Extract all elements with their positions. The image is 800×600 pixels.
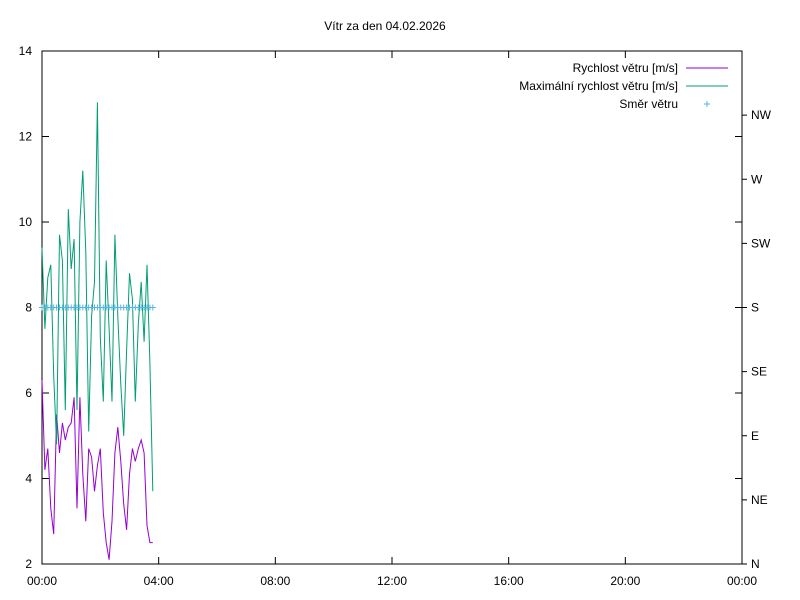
y-tick-label: 14	[19, 44, 33, 58]
series-line	[41, 102, 154, 492]
tick-labels: 2 4 6 8 10 12 14 N NE E SE S SW W NW 00:00 04:00 08:00 12:…	[19, 44, 772, 588]
x-tick-label: 00:00	[27, 574, 57, 588]
x-tick-label: 08:00	[260, 574, 290, 588]
legend-label: Maximální rychlost větru [m/s]	[519, 79, 678, 93]
y-tick-label: 2	[25, 557, 32, 571]
series-0	[41, 380, 153, 560]
y-tick-label: 8	[25, 301, 32, 315]
legend-label: Směr větru	[619, 97, 678, 111]
x-tick-label: 12:00	[377, 574, 407, 588]
chart-title: Vítr za den 04.02.2026	[324, 19, 446, 33]
series-layer	[39, 102, 156, 560]
y2-tick-label: NE	[751, 493, 768, 507]
legend: Rychlost větru [m/s] Maximální rychlost v…	[519, 61, 728, 111]
y-tick-label: 12	[19, 130, 33, 144]
y-tick-label: 10	[19, 215, 33, 229]
y2-tick-label: S	[751, 301, 759, 315]
y2-tick-label: NW	[751, 108, 772, 122]
y2-tick-label: N	[751, 557, 760, 571]
y2-tick-label: E	[751, 429, 759, 443]
x-tick-label: 16:00	[494, 574, 524, 588]
series-line	[41, 380, 153, 560]
direction-point	[149, 304, 156, 311]
series-2	[39, 304, 156, 311]
y2-tick-label: SE	[751, 365, 767, 379]
series-1	[41, 102, 154, 492]
y2-tick-label: SW	[751, 236, 771, 250]
legend-label: Rychlost větru [m/s]	[573, 61, 678, 75]
y-tick-label: 4	[25, 472, 32, 486]
y-tick-label: 6	[25, 386, 32, 400]
x-tick-label: 20:00	[610, 574, 640, 588]
x-tick-label: 00:00	[727, 574, 757, 588]
legend-swatch	[704, 101, 710, 107]
x-tick-label: 04:00	[144, 574, 174, 588]
y2-tick-label: W	[751, 172, 763, 186]
